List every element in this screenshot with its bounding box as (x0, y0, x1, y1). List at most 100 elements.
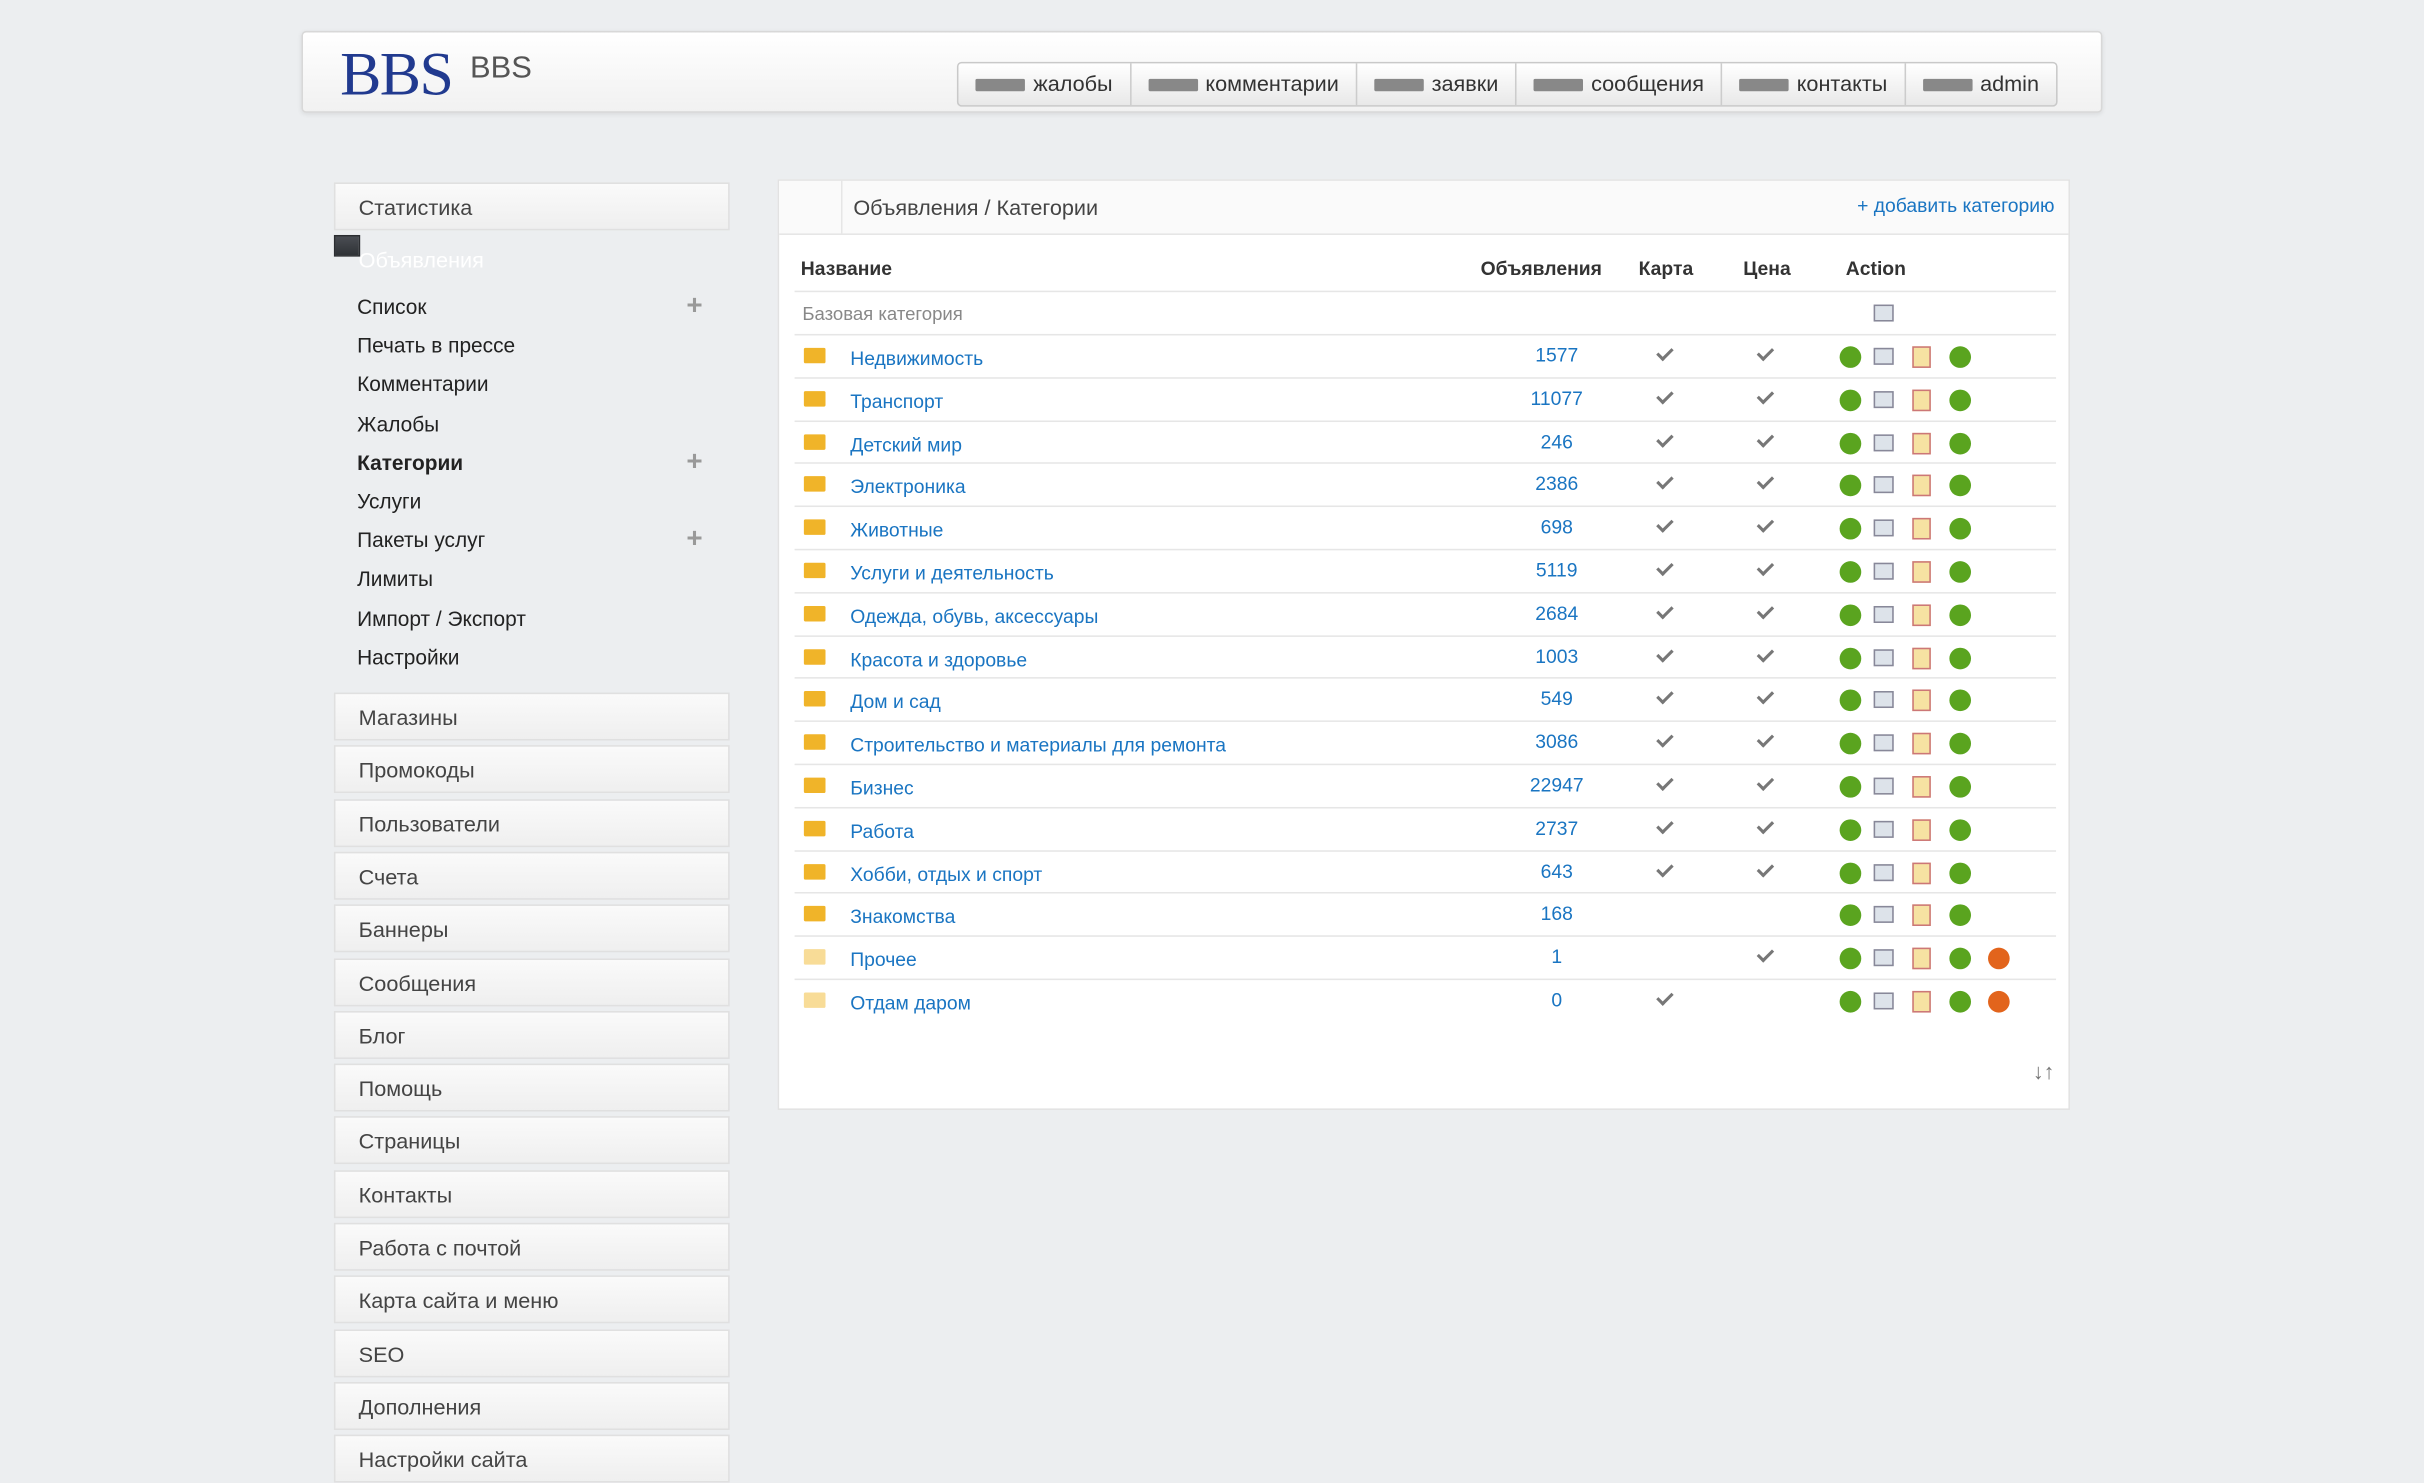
submenu-item[interactable]: Услуги (357, 490, 422, 514)
sidebar-item[interactable]: Магазины (333, 692, 730, 741)
edit-button[interactable] (1912, 990, 1931, 1013)
listing-count[interactable]: 643 (1540, 860, 1573, 883)
toggle-button[interactable] (1839, 475, 1862, 497)
toggle-button[interactable] (1839, 733, 1862, 755)
listing-count[interactable]: 3086 (1535, 731, 1579, 754)
edit-button[interactable] (1912, 776, 1931, 798)
submenu-item[interactable]: Печать в прессе (357, 334, 516, 358)
table-icon[interactable] (1873, 304, 1894, 322)
add-button[interactable] (1949, 861, 1972, 884)
logo[interactable]: BBS (340, 38, 454, 109)
toggle-button[interactable] (1839, 647, 1862, 669)
edit-button[interactable] (1912, 604, 1931, 626)
category-name[interactable]: Дом и сад (850, 691, 941, 714)
toggle-button[interactable] (1839, 947, 1862, 970)
category-name[interactable]: Отдам даром (850, 992, 971, 1015)
listing-count[interactable]: 1003 (1535, 645, 1579, 668)
sidebar-item[interactable]: Работа с почтой (333, 1222, 730, 1271)
table-icon[interactable] (1873, 519, 1894, 537)
toggle-button[interactable] (1839, 819, 1862, 841)
category-name[interactable]: Работа (850, 820, 915, 843)
submenu-item[interactable]: Импорт / Экспорт (357, 606, 526, 631)
submenu-item[interactable]: Настройки (357, 645, 460, 670)
category-name[interactable]: Знакомства (850, 906, 956, 929)
add-button[interactable] (1949, 647, 1972, 669)
table-icon[interactable] (1873, 863, 1894, 881)
table-icon[interactable] (1873, 562, 1894, 580)
category-name[interactable]: Недвижимость (850, 347, 984, 370)
table-icon[interactable] (1873, 390, 1894, 408)
category-name[interactable]: Прочее (850, 949, 917, 972)
submenu-item[interactable]: Комментарии (357, 373, 489, 397)
nav-button[interactable]: admin (1904, 63, 2056, 106)
toggle-button[interactable] (1839, 861, 1862, 884)
table-icon[interactable] (1873, 734, 1894, 752)
toggle-button[interactable] (1839, 690, 1862, 712)
listing-count[interactable]: 2684 (1535, 602, 1579, 625)
toggle-button[interactable] (1839, 346, 1862, 368)
listing-count[interactable]: 549 (1540, 688, 1573, 711)
add-category-link[interactable]: + добавить категорию (1857, 194, 2055, 217)
table-icon[interactable] (1873, 605, 1894, 623)
edit-button[interactable] (1912, 819, 1931, 841)
edit-button[interactable] (1912, 647, 1931, 669)
add-button[interactable] (1949, 947, 1972, 970)
edit-button[interactable] (1912, 861, 1931, 884)
listing-count[interactable]: 168 (1540, 903, 1573, 926)
category-name[interactable]: Услуги и деятельность (850, 562, 1054, 585)
sidebar-item[interactable]: SEO (333, 1328, 730, 1377)
edit-button[interactable] (1912, 346, 1931, 368)
listing-count[interactable]: 1 (1551, 946, 1563, 969)
sidebar-item[interactable]: Помощь (333, 1063, 730, 1112)
table-icon[interactable] (1873, 777, 1894, 795)
listing-count[interactable]: 698 (1540, 516, 1573, 539)
edit-button[interactable] (1912, 733, 1931, 755)
category-name[interactable]: Хобби, отдых и спорт (850, 863, 1043, 886)
edit-button[interactable] (1912, 904, 1931, 927)
add-button[interactable] (1949, 561, 1972, 583)
submenu-item[interactable]: Жалобы (357, 412, 440, 436)
category-name[interactable]: Красота и здоровье (850, 648, 1028, 671)
toggle-button[interactable] (1839, 561, 1862, 583)
add-button[interactable] (1949, 432, 1972, 454)
category-name[interactable]: Одежда, обувь, аксессуары (850, 605, 1099, 628)
nav-button[interactable]: комментарии (1129, 63, 1356, 106)
add-button[interactable] (1949, 389, 1972, 411)
sidebar-item[interactable]: Настройки сайта (333, 1434, 730, 1483)
plus-icon[interactable]: + (686, 522, 703, 554)
plus-icon[interactable]: + (686, 444, 703, 476)
table-icon[interactable] (1873, 691, 1894, 709)
plus-icon[interactable]: + (686, 289, 703, 321)
nav-button[interactable]: сообщения (1515, 63, 1721, 106)
add-button[interactable] (1949, 475, 1972, 497)
sidebar-item[interactable]: Страницы (333, 1116, 730, 1165)
sidebar-item[interactable]: Статистика (333, 182, 730, 231)
listing-count[interactable]: 1577 (1535, 344, 1579, 367)
table-icon[interactable] (1873, 906, 1894, 924)
toggle-button[interactable] (1839, 904, 1862, 927)
edit-button[interactable] (1912, 947, 1931, 970)
add-button[interactable] (1949, 518, 1972, 540)
toggle-button[interactable] (1839, 432, 1862, 454)
sort-link[interactable]: ↓↑ (2032, 1058, 2055, 1084)
table-icon[interactable] (1873, 992, 1894, 1010)
edit-button[interactable] (1912, 389, 1931, 411)
listing-count[interactable]: 2737 (1535, 817, 1579, 840)
sidebar-item[interactable]: Баннеры (333, 904, 730, 953)
listing-count[interactable]: 0 (1551, 989, 1563, 1012)
table-icon[interactable] (1873, 476, 1894, 494)
category-name[interactable]: Детский мир (850, 433, 962, 456)
add-button[interactable] (1949, 776, 1972, 798)
sidebar-item[interactable]: Блог (333, 1010, 730, 1059)
edit-button[interactable] (1912, 475, 1931, 497)
delete-button[interactable] (1988, 947, 2010, 970)
sidebar-item[interactable]: Пользователи (333, 798, 730, 847)
category-name[interactable]: Транспорт (850, 390, 944, 413)
edit-button[interactable] (1912, 561, 1931, 583)
submenu-item[interactable]: Лимиты (357, 567, 434, 592)
nav-button[interactable]: жалобы (959, 63, 1130, 105)
listing-count[interactable]: 22947 (1529, 774, 1584, 797)
toggle-button[interactable] (1839, 604, 1862, 626)
table-icon[interactable] (1873, 820, 1894, 838)
sidebar-item[interactable]: Контакты (333, 1169, 730, 1218)
